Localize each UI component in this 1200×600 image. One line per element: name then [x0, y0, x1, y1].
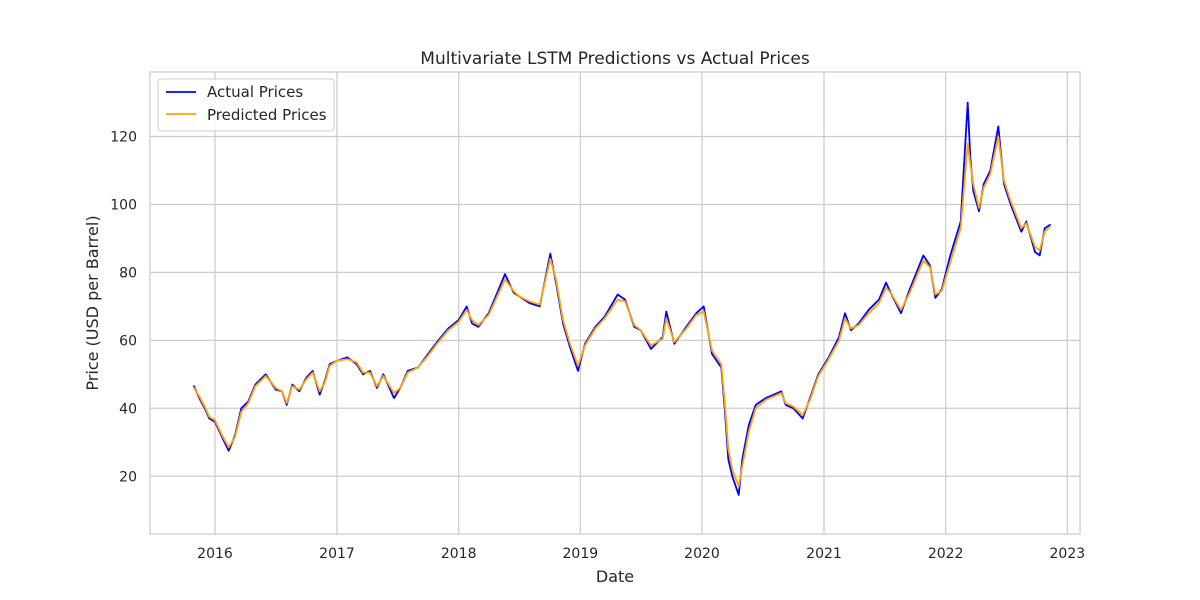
series-layer — [193, 101, 1051, 496]
x-tick-label: 2020 — [684, 546, 720, 562]
y-tick-label: 120 — [110, 130, 137, 146]
chart-title: Multivariate LSTM Predictions vs Actual … — [420, 49, 810, 69]
x-tick-label: 2019 — [563, 546, 599, 562]
y-tick-label: 60 — [119, 333, 137, 349]
x-tick-label: 2018 — [441, 546, 477, 562]
x-tick-label: 2016 — [197, 546, 233, 562]
x-tick-label: 2021 — [806, 546, 842, 562]
x-tick-label: 2023 — [1050, 546, 1086, 562]
y-tick-label: 80 — [119, 265, 137, 281]
grid-lines — [150, 72, 1080, 534]
x-axis-ticks: 2016 2017 2018 2019 2020 2021 2022 2023 — [197, 546, 1085, 562]
legend: Actual Prices Predicted Prices — [157, 78, 335, 132]
legend-box — [157, 78, 335, 132]
y-axis-ticks: 20 40 60 80 100 120 — [110, 130, 137, 486]
y-tick-label: 100 — [110, 197, 137, 213]
predicted-prices-line — [193, 135, 1051, 488]
y-tick-label: 20 — [119, 469, 137, 485]
x-tick-label: 2022 — [928, 546, 964, 562]
plot-frame — [149, 71, 1081, 535]
x-axis-label: Date — [596, 567, 634, 586]
x-tick-label: 2017 — [319, 546, 355, 562]
y-tick-label: 40 — [119, 401, 137, 417]
legend-label-actual: Actual Prices — [207, 83, 303, 101]
legend-label-predicted: Predicted Prices — [207, 106, 327, 124]
y-axis-label: Price (USD per Barrel) — [83, 215, 102, 390]
